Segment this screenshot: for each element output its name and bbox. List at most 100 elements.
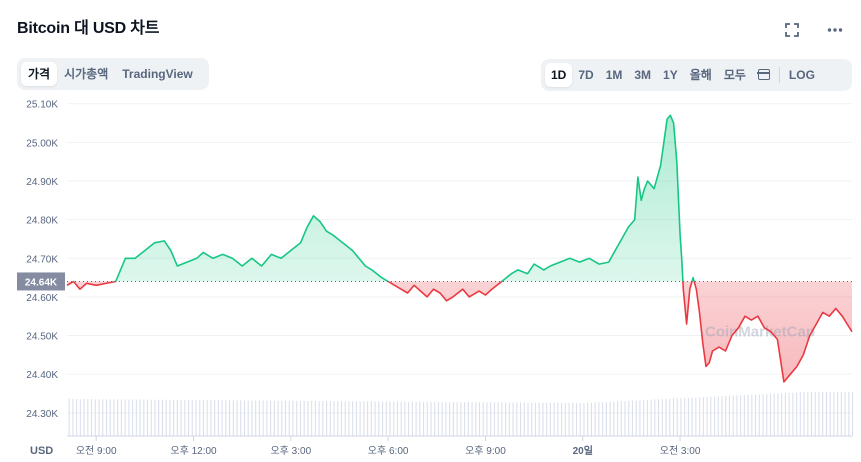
volume-bar	[434, 401, 436, 436]
volume-bar	[378, 401, 380, 436]
volume-bar	[169, 399, 171, 436]
tab-tradingview[interactable]: TradingView	[122, 67, 193, 81]
chart-type-tabs: 가격 시가총액 TradingView	[17, 58, 209, 90]
volume-bar	[784, 393, 786, 436]
volume-bar	[363, 401, 365, 436]
area-down	[67, 281, 852, 382]
volume-bar	[139, 399, 141, 436]
more-horizontal-icon[interactable]	[824, 20, 846, 40]
baseline-tag-label: 24.64K	[25, 277, 58, 288]
range-7d[interactable]: 7D	[578, 68, 594, 82]
y-tick-label: 24.60K	[26, 293, 58, 304]
tab-price[interactable]: 가격	[21, 62, 58, 86]
volume-bar	[650, 399, 652, 436]
volume-bar	[594, 402, 596, 436]
volume-bar	[243, 400, 246, 436]
volume-bar	[639, 400, 641, 436]
volume-bar	[773, 393, 775, 436]
volume-bar	[710, 396, 712, 436]
range-1y[interactable]: 1Y	[663, 68, 678, 82]
log-toggle[interactable]: LOG	[788, 68, 815, 82]
volume-bar	[288, 400, 290, 436]
volume-bar	[635, 400, 637, 436]
volume-bar	[303, 400, 305, 436]
volume-bar	[270, 400, 272, 436]
volume-bar	[281, 400, 283, 436]
volume-bar	[486, 402, 488, 436]
volume-bar	[505, 402, 507, 436]
price-line-down	[66, 281, 853, 383]
range-all[interactable]: 모두	[723, 68, 746, 82]
volume-bar	[158, 399, 160, 436]
volume-bar	[643, 400, 645, 436]
range-1d[interactable]: 1D	[545, 63, 573, 87]
volume-bar	[609, 401, 611, 436]
calendar-button[interactable]	[752, 63, 776, 87]
volume-bar	[691, 397, 693, 436]
volume-bar	[493, 402, 495, 436]
volume-bar	[796, 392, 798, 436]
x-tick-label: 오후 6:00	[368, 445, 409, 457]
volume-bar	[396, 401, 398, 436]
volume-bar	[91, 399, 93, 436]
volume-bar	[740, 395, 742, 436]
volume-bar	[464, 402, 466, 436]
volume-bar	[605, 401, 607, 436]
volume-bar	[456, 402, 458, 436]
volume-bar	[202, 400, 205, 436]
volume-bar	[165, 399, 167, 436]
range-ytd[interactable]: 올해	[689, 68, 712, 82]
volume-bar	[546, 402, 548, 436]
volume-bar	[799, 392, 801, 436]
range-3m[interactable]: 3M	[634, 68, 652, 82]
volume-bar	[143, 399, 145, 436]
volume-bar	[568, 402, 570, 436]
y-tick-label: 24.70K	[26, 254, 58, 265]
volume-bar	[437, 401, 440, 436]
volume-bar	[631, 400, 634, 436]
range-1m[interactable]: 1M	[605, 68, 623, 82]
tab-market-cap[interactable]: 시가총액	[64, 67, 109, 81]
volume-bar	[214, 400, 216, 436]
volume-bar	[680, 398, 682, 436]
volume-bar	[146, 399, 149, 436]
volume-bar	[736, 395, 738, 436]
volume-bar	[161, 399, 163, 436]
price-chart[interactable]: 24.30K 24.40K 24.50K 24.60K 24.70K 24.80K 24.9…	[0, 96, 861, 462]
volume-bar	[467, 402, 469, 436]
volume-bar	[684, 398, 686, 436]
volume-bar	[538, 402, 540, 436]
volume-bar	[180, 399, 182, 436]
watermark: CoinMarketCap	[705, 324, 815, 341]
volume-bar	[613, 401, 615, 436]
fullscreen-icon[interactable]	[781, 20, 803, 40]
volume-bar	[344, 401, 346, 436]
calendar-icon	[757, 69, 771, 80]
volume-bar	[620, 401, 622, 436]
volume-bar	[352, 401, 354, 436]
volume-bar	[579, 402, 581, 436]
volume-bar	[221, 400, 223, 436]
volume-bar	[658, 399, 660, 436]
volume-bar	[564, 402, 566, 436]
volume-bar	[833, 392, 835, 436]
x-tick-label: 20일	[573, 444, 593, 457]
y-tick-label: 24.30K	[26, 409, 58, 420]
x-tick-label: 오후 9:00	[465, 445, 506, 457]
volume-bar	[646, 399, 648, 436]
volume-bar	[755, 394, 757, 436]
volume-bar	[236, 400, 238, 436]
volume-bar	[176, 399, 178, 436]
volume-bar	[240, 400, 242, 436]
volume-bar	[400, 401, 402, 436]
volume-bar	[415, 401, 417, 436]
volume-bar	[173, 399, 175, 436]
volume-bar	[743, 395, 745, 436]
volume-bar	[150, 399, 152, 436]
range-tabs: 1D 7D 1M 3M 1Y 올해 모두 LOG	[541, 59, 852, 91]
chart-title: Bitcoin 대 USD 차트	[17, 20, 160, 37]
volume-bar	[374, 401, 376, 436]
volume-bar	[665, 398, 667, 436]
volume-bar	[844, 392, 846, 436]
volume-bar	[206, 400, 208, 436]
